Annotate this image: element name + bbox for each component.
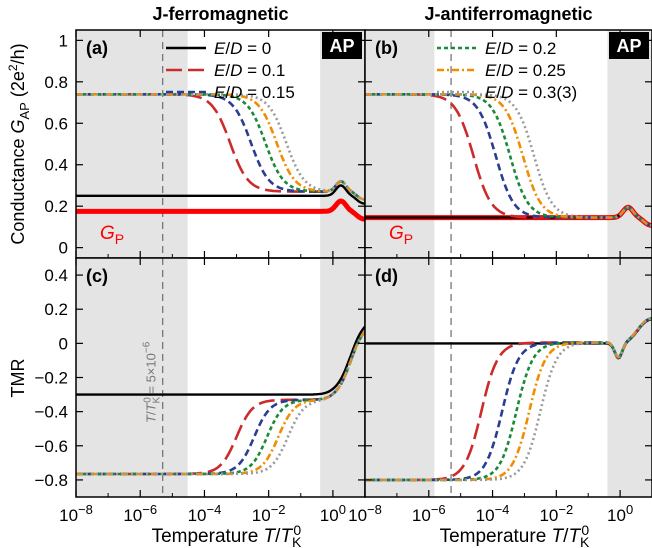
x-axis-label: Temperature T/TK0 [440, 522, 590, 548]
x-axis-label: Temperature T/TK0 [152, 522, 302, 548]
legend-label: E/D = 0.25 [485, 61, 566, 80]
gp-label: GP [100, 223, 124, 247]
series-line-e-d-0 [76, 184, 365, 205]
y-tick-label: 0 [59, 239, 68, 258]
series-line-e-d-0-25 [365, 93, 652, 227]
series-line-g-p [76, 198, 365, 222]
y-tick-label: 0.2 [44, 197, 68, 216]
plot-area [365, 258, 652, 497]
y-axis-label-top: Conductance GAP (2e2/h) [6, 43, 32, 244]
x-tick-label: 100 [320, 502, 346, 525]
legend-label: E/D = 0.3(3) [485, 83, 577, 102]
y-axis-label-bottom: TMR [8, 359, 28, 398]
vline-annotation: T/TK0 = 5×10−6 [142, 341, 163, 423]
x-tick-label: 10−4 [188, 502, 222, 525]
x-tick-label: 10−6 [123, 502, 157, 525]
shaded-region [320, 30, 365, 258]
legend: E/D = 0.2 E/D = 0.25 E/D = 0.3(3) [437, 39, 577, 102]
legend-label: E/D = 0.1 [214, 61, 285, 80]
series-line-e-d-0-25 [365, 316, 652, 482]
x-tick-label: 10−4 [476, 502, 510, 525]
panel-d: 10−8 10−6 10−4 10−2 100 (d) [348, 257, 652, 525]
x-tick-label: 10−8 [59, 502, 93, 525]
gp-label: GP [389, 223, 413, 247]
panel-b: (b) AP GP E/D = 0.2 E/D = 0.25 E/D = 0.3(3) [364, 29, 652, 259]
legend-label: E/D = 0 [214, 39, 271, 58]
shaded-region [365, 258, 435, 497]
y-tick-label: 0.4 [44, 266, 68, 285]
series-line-e-d-0-2 [365, 93, 652, 227]
ap-badge-label: AP [329, 36, 354, 56]
y-tick-label: 0.8 [44, 73, 68, 92]
x-tick-label: 10−2 [539, 502, 573, 525]
series-line-e-d-0 [76, 325, 365, 396]
series-line-e-d-0-2 [365, 316, 652, 482]
legend-label: E/D = 0.2 [485, 39, 556, 58]
ap-badge-label: AP [616, 36, 641, 56]
panel-c: 10−8 10−6 10−4 10−2 100 −0.8 −0.6 −0.4 −0.2 0 0.2 0… [34, 257, 366, 525]
panel-label: (d) [375, 266, 398, 286]
y-tick-label: 0 [59, 334, 68, 353]
column-title: J-ferromagnetic [152, 4, 288, 24]
column-title: J-antiferromagnetic [424, 4, 592, 24]
legend-label: E/D = 0.15 [214, 83, 295, 102]
series-line-e-d-0-25 [76, 93, 365, 201]
y-tick-label: −0.6 [34, 437, 68, 456]
x-tick-label: 10−6 [412, 502, 446, 525]
y-tick-label: 1 [59, 31, 68, 50]
legend: E/D = 0 E/D = 0.1 E/D = 0.15 [166, 39, 295, 102]
x-tick-label: 100 [607, 502, 633, 525]
y-tick-label: −0.8 [34, 471, 68, 490]
plot-area [76, 258, 365, 497]
shaded-region [76, 30, 188, 258]
series-line-e-d-0 [365, 317, 652, 360]
ap-badge [609, 32, 649, 59]
y-tick-label: 0.2 [44, 300, 68, 319]
y-tick-label: −0.4 [34, 403, 68, 422]
x-tick-label: 10−2 [252, 502, 286, 525]
series-line-e-d-0-25 [76, 330, 365, 476]
panel-label: (c) [86, 266, 108, 286]
panel-label: (b) [375, 38, 398, 58]
x-tick-label: 10−8 [348, 502, 382, 525]
y-tick-label: 0.6 [44, 114, 68, 133]
panel-label: (a) [86, 38, 108, 58]
shaded-region [76, 258, 188, 497]
shaded-region [607, 258, 652, 497]
ap-badge [322, 32, 362, 59]
plot-area [365, 30, 652, 258]
y-tick-label: −0.2 [34, 369, 68, 388]
y-tick-label: 0.4 [44, 156, 68, 175]
plot-area [76, 30, 365, 258]
